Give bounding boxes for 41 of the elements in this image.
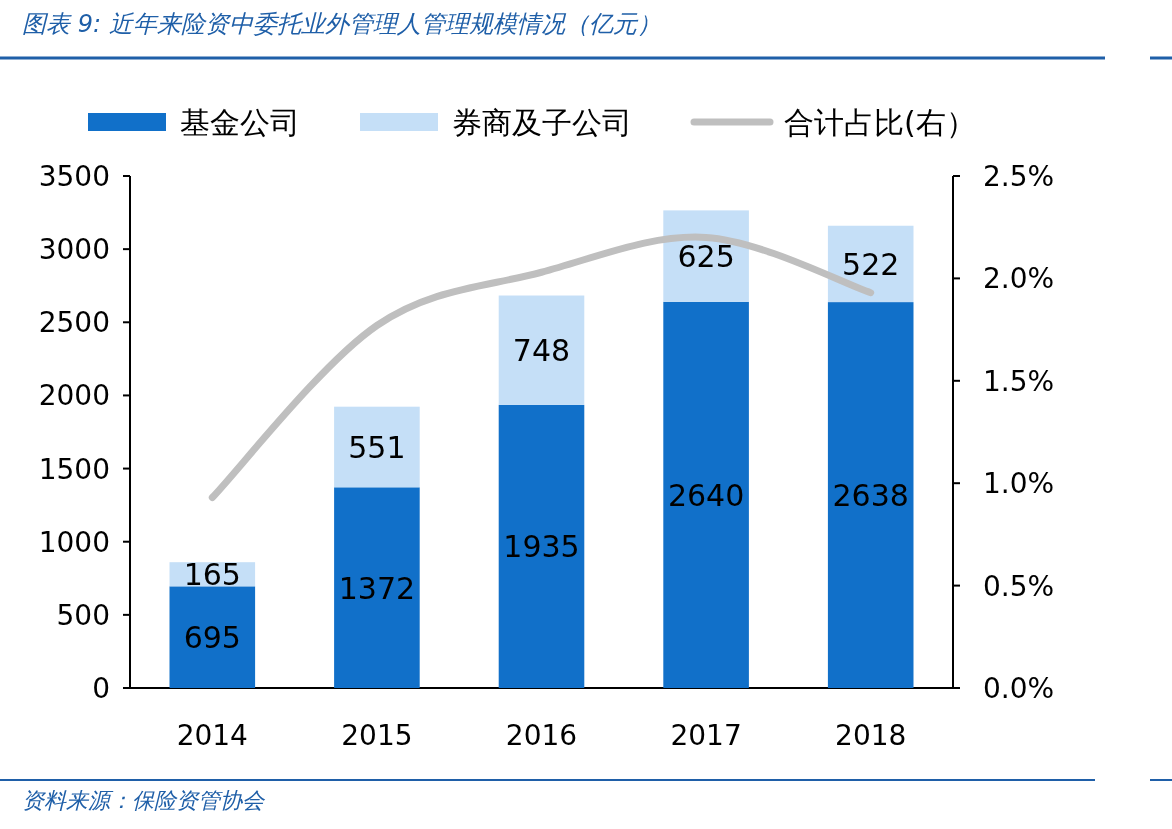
y-tick-label: 2500 <box>38 306 110 340</box>
y2-tick-label: 1.5% <box>983 364 1055 398</box>
y-tick-label: 1500 <box>38 452 110 486</box>
data-label: 522 <box>842 246 900 282</box>
bar <box>334 487 420 688</box>
legend-label: 券商及子公司 <box>452 105 632 140</box>
legend-label: 基金公司 <box>180 105 300 140</box>
bar <box>498 295 585 405</box>
x-tick-label: 2018 <box>835 719 907 752</box>
y2-tick-label: 0.0% <box>983 672 1055 705</box>
bar <box>334 406 420 488</box>
bar <box>827 302 914 688</box>
x-tick-label: 2015 <box>341 719 413 752</box>
data-label: 625 <box>677 239 735 275</box>
x-tick-label: 2017 <box>670 719 742 752</box>
y-tick-label: 0 <box>92 672 110 705</box>
y2-tick-label: 2.0% <box>983 262 1055 296</box>
chart-title: 图表 9: 近年来险资中委托业外管理人管理规模情况（亿元） <box>22 10 661 38</box>
data-label: 2638 <box>832 478 909 514</box>
legend-label: 合计占比(右） <box>784 105 976 140</box>
data-label: 551 <box>348 429 406 465</box>
y-tick-label: 3500 <box>38 160 110 193</box>
y2-tick-label: 0.5% <box>983 569 1055 603</box>
y-tick-label: 3000 <box>38 233 110 267</box>
y-tick-label: 500 <box>56 598 110 632</box>
bar <box>663 301 749 688</box>
data-label: 165 <box>183 557 241 593</box>
x-tick-label: 2016 <box>505 719 578 752</box>
bar <box>169 586 256 688</box>
y2-tick-label: 1.0% <box>983 467 1055 501</box>
data-label: 695 <box>183 620 241 656</box>
bar <box>498 404 585 688</box>
text: 资料来源：保险资管协会 <box>22 788 266 813</box>
y-tick-label: 2000 <box>38 379 110 413</box>
data-label: 1935 <box>503 529 580 565</box>
data-label: 1372 <box>338 570 416 606</box>
data-label: 748 <box>512 333 571 369</box>
y-tick-label: 1000 <box>38 525 110 559</box>
y2-tick-label: 2.5% <box>983 160 1055 193</box>
x-tick-label: 2014 <box>176 719 248 752</box>
data-label: 2640 <box>667 477 745 513</box>
